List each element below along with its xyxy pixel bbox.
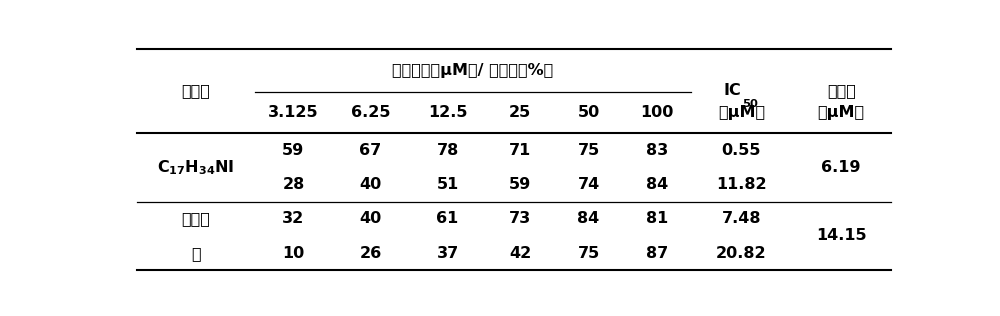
Text: 28: 28 — [282, 177, 305, 192]
Text: （μM）: （μM） — [718, 105, 765, 120]
Text: 75: 75 — [577, 143, 600, 158]
Text: 6.19: 6.19 — [821, 160, 861, 175]
Text: 84: 84 — [577, 211, 600, 226]
Text: 75: 75 — [577, 246, 600, 261]
Text: 尼: 尼 — [191, 246, 201, 261]
Text: 84: 84 — [646, 177, 668, 192]
Text: 67: 67 — [359, 143, 382, 158]
Text: 61: 61 — [436, 211, 459, 226]
Text: （μM）: （μM） — [818, 105, 865, 120]
Text: 59: 59 — [282, 143, 305, 158]
Text: 37: 37 — [436, 246, 459, 261]
Text: 化合物: 化合物 — [181, 83, 210, 99]
Text: IC: IC — [724, 83, 741, 99]
Text: $\mathbf{C_{17}H_{34}NI}$: $\mathbf{C_{17}H_{34}NI}$ — [157, 158, 234, 177]
Text: 81: 81 — [646, 211, 668, 226]
Text: 50: 50 — [577, 105, 600, 120]
Text: 83: 83 — [646, 143, 668, 158]
Text: 74: 74 — [577, 177, 600, 192]
Text: 32: 32 — [282, 211, 305, 226]
Text: 40: 40 — [359, 211, 382, 226]
Text: 10: 10 — [282, 246, 305, 261]
Text: 73: 73 — [509, 211, 531, 226]
Text: 50: 50 — [742, 99, 758, 109]
Text: 6.25: 6.25 — [351, 105, 390, 120]
Text: 26: 26 — [359, 246, 382, 261]
Text: 20.82: 20.82 — [716, 246, 767, 261]
Text: 100: 100 — [640, 105, 674, 120]
Text: 平均値: 平均値 — [827, 83, 856, 99]
Text: 14.15: 14.15 — [816, 228, 867, 243]
Text: 25: 25 — [509, 105, 531, 120]
Text: 71: 71 — [509, 143, 531, 158]
Text: 12.5: 12.5 — [428, 105, 467, 120]
Text: 7.48: 7.48 — [722, 211, 761, 226]
Text: 42: 42 — [509, 246, 531, 261]
Text: 达沙替: 达沙替 — [181, 211, 210, 226]
Text: 给药浓度（μM）/ 抑制率（%）: 给药浓度（μM）/ 抑制率（%） — [392, 63, 554, 78]
Text: 40: 40 — [359, 177, 382, 192]
Text: 87: 87 — [646, 246, 668, 261]
Text: 51: 51 — [436, 177, 459, 192]
Text: 11.82: 11.82 — [716, 177, 767, 192]
Text: 0.55: 0.55 — [722, 143, 761, 158]
Text: 78: 78 — [436, 143, 459, 158]
Text: 59: 59 — [509, 177, 531, 192]
Text: 3.125: 3.125 — [268, 105, 319, 120]
